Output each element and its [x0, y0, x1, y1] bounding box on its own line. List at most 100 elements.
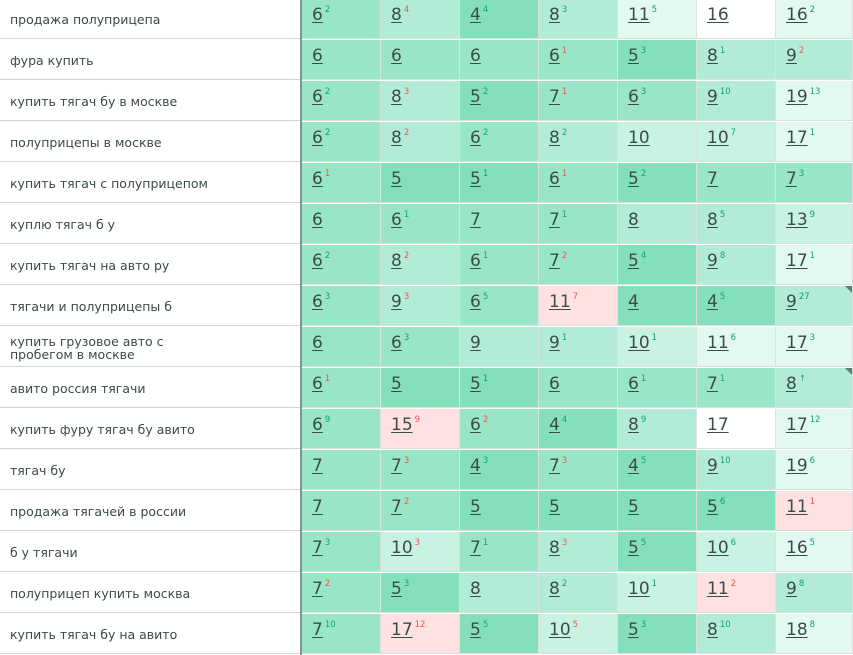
position-value[interactable]: 8 — [549, 538, 560, 558]
position-value[interactable]: 9 — [549, 333, 560, 353]
position-value[interactable]: 5 — [391, 579, 402, 599]
position-value[interactable]: 11 — [628, 5, 650, 25]
position-value[interactable]: 6 — [470, 415, 481, 435]
position-value[interactable]: 18 — [786, 620, 808, 640]
position-value[interactable]: 10 — [628, 579, 650, 599]
position-value[interactable]: 5 — [628, 251, 639, 271]
position-value[interactable]: 8 — [470, 579, 481, 599]
position-value[interactable]: 16 — [707, 5, 729, 25]
position-cell[interactable]: 8 10 — [697, 614, 776, 654]
position-value[interactable]: 8 — [628, 210, 639, 230]
position-value[interactable]: 4 — [628, 292, 639, 312]
position-cell[interactable]: 10 6 — [697, 532, 776, 572]
position-value[interactable]: 7 — [312, 620, 323, 640]
position-value[interactable]: 7 — [391, 456, 402, 476]
position-value[interactable]: 11 — [549, 292, 571, 312]
position-value[interactable]: 15 — [391, 415, 413, 435]
position-cell[interactable]: 16 5 — [776, 532, 853, 572]
position-cell[interactable]: 15 9 — [381, 409, 460, 449]
position-cell[interactable]: 5 — [539, 491, 618, 531]
position-value[interactable]: 16 — [786, 5, 808, 25]
position-cell[interactable]: 7 — [302, 450, 381, 490]
position-value[interactable]: 7 — [312, 497, 323, 517]
position-cell[interactable]: 7 — [460, 204, 539, 244]
position-value[interactable]: 5 — [470, 87, 481, 107]
position-cell[interactable]: 11 6 — [697, 327, 776, 367]
position-cell[interactable]: 6 — [302, 40, 381, 80]
position-value[interactable]: 11 — [786, 497, 808, 517]
position-value[interactable]: 5 — [391, 374, 402, 394]
position-value[interactable]: 8 — [549, 579, 560, 599]
position-value[interactable]: 4 — [549, 415, 560, 435]
position-value[interactable]: 9 — [707, 87, 718, 107]
position-cell[interactable]: 10 3 — [381, 532, 460, 572]
position-value[interactable]: 10 — [707, 128, 729, 148]
position-value[interactable]: 7 — [707, 374, 718, 394]
position-cell[interactable]: 6 — [460, 40, 539, 80]
position-value[interactable]: 5 — [707, 497, 718, 517]
position-value[interactable]: 6 — [628, 87, 639, 107]
position-value[interactable]: 10 — [549, 620, 571, 640]
position-value[interactable]: 17 — [707, 415, 729, 435]
position-value[interactable]: 8 — [391, 251, 402, 271]
position-value[interactable]: 10 — [707, 538, 729, 558]
position-value[interactable]: 5 — [628, 620, 639, 640]
position-value[interactable]: 7 — [312, 579, 323, 599]
position-value[interactable]: 13 — [786, 210, 808, 230]
position-cell[interactable]: 11 5 — [618, 0, 697, 39]
position-cell[interactable]: 8 ↑ — [776, 368, 853, 408]
position-cell[interactable]: 7 10 — [302, 614, 381, 654]
position-value[interactable]: 9 — [470, 333, 481, 353]
position-cell[interactable]: 17 1 — [776, 245, 853, 285]
position-cell[interactable]: 17 — [697, 409, 776, 449]
position-cell[interactable]: 9 10 — [697, 450, 776, 490]
position-value[interactable]: 16 — [786, 538, 808, 558]
position-value[interactable]: 4 — [707, 292, 718, 312]
position-value[interactable]: 9 — [707, 251, 718, 271]
position-value[interactable]: 6 — [470, 251, 481, 271]
position-value[interactable]: 7 — [549, 456, 560, 476]
position-value[interactable]: 11 — [707, 333, 729, 353]
position-value[interactable]: 9 — [786, 579, 797, 599]
position-cell[interactable]: 16 — [697, 0, 776, 39]
position-cell[interactable]: 17 3 — [776, 327, 853, 367]
position-value[interactable]: 6 — [391, 333, 402, 353]
position-value[interactable]: 4 — [470, 456, 481, 476]
position-cell[interactable]: 7 — [302, 491, 381, 531]
position-value[interactable]: 6 — [312, 251, 323, 271]
position-value[interactable]: 10 — [391, 538, 413, 558]
position-value[interactable]: 17 — [786, 251, 808, 271]
position-cell[interactable]: 17 1 — [776, 122, 853, 162]
position-value[interactable]: 4 — [470, 5, 481, 25]
position-value[interactable]: 7 — [470, 210, 481, 230]
position-cell[interactable]: 11 7 — [539, 286, 618, 326]
